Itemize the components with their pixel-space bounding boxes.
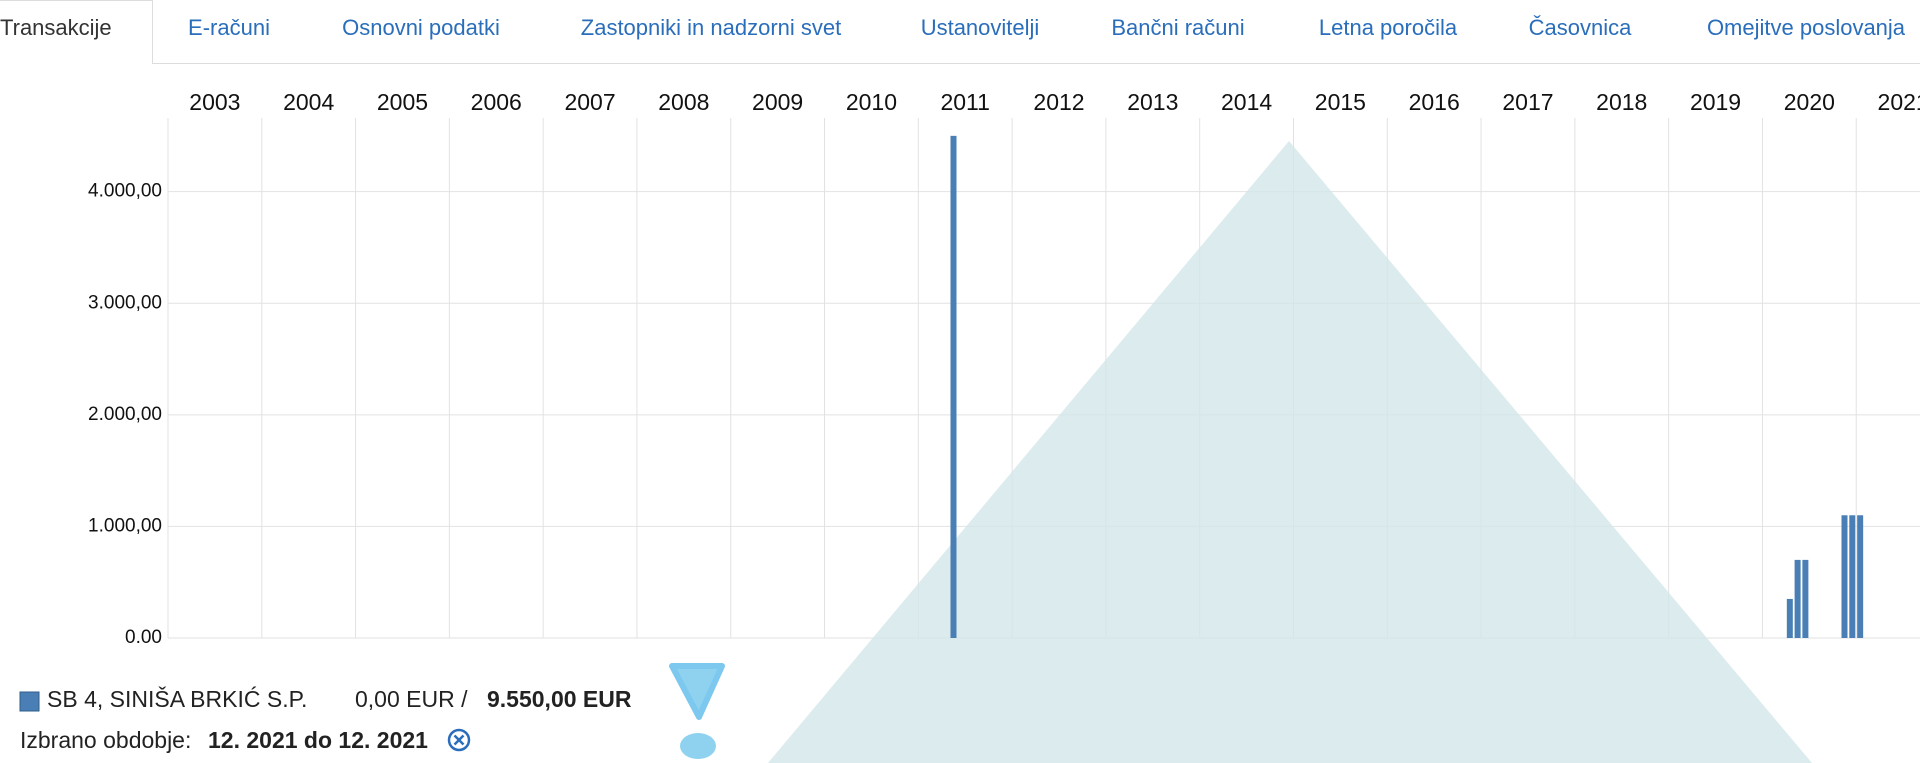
legend-total: 9.550,00 EUR bbox=[487, 686, 632, 712]
bar bbox=[1857, 515, 1864, 638]
tab[interactable]: Ustanovitelji bbox=[921, 15, 1040, 40]
tab-bar bbox=[0, 0, 1920, 64]
y-tick-label: 1.000,00 bbox=[88, 515, 162, 536]
y-tick-label: 0.00 bbox=[125, 627, 162, 648]
x-tick-label: 2015 bbox=[1315, 89, 1366, 115]
x-tick-label: 2005 bbox=[377, 89, 428, 115]
bar bbox=[1849, 515, 1856, 638]
tab[interactable]: Omejitve poslovanja bbox=[1707, 15, 1906, 40]
x-tick-label: 2007 bbox=[564, 89, 615, 115]
bar bbox=[1794, 559, 1801, 638]
period-label: Izbrano obdobje: bbox=[20, 727, 191, 753]
x-tick-label: 2016 bbox=[1409, 89, 1460, 115]
y-tick-label: 3.000,00 bbox=[88, 292, 162, 313]
x-tick-label: 2011 bbox=[940, 89, 989, 115]
active-tab-border bbox=[0, 0, 153, 64]
bar bbox=[950, 135, 957, 639]
x-tick-label: 2004 bbox=[283, 89, 334, 115]
period-value: 12. 2021 do 12. 2021 bbox=[208, 727, 428, 753]
tab[interactable]: Bančni računi bbox=[1111, 15, 1244, 40]
x-tick-label: 2003 bbox=[189, 89, 240, 115]
tab[interactable]: Časovnica bbox=[1529, 15, 1632, 40]
tab[interactable]: Zastopniki in nadzorni svet bbox=[581, 15, 841, 40]
annotation-mark bbox=[680, 733, 716, 759]
tab[interactable]: E-računi bbox=[188, 15, 270, 40]
legend-name: SB 4, SINIŠA BRKIĆ S.P. bbox=[47, 685, 307, 712]
tab[interactable]: Osnovni podatki bbox=[342, 15, 500, 40]
x-tick-label: 2021 bbox=[1878, 89, 1920, 115]
x-tick-label: 2017 bbox=[1502, 89, 1553, 115]
y-tick-label: 4.000,00 bbox=[88, 181, 162, 202]
tab[interactable]: Letna poročila bbox=[1319, 15, 1458, 40]
x-tick-label: 2010 bbox=[846, 89, 897, 115]
legend-amount: 0,00 EUR / bbox=[355, 686, 468, 712]
plot: 2003 2004 2005 2006 2007 2008 2009 2010 2011 2012… bbox=[88, 89, 1920, 763]
legend-swatch bbox=[19, 691, 40, 712]
x-tick-label: 2006 bbox=[471, 89, 522, 115]
x-tick-label: 2009 bbox=[752, 89, 803, 115]
clear-period-icon[interactable] bbox=[447, 728, 471, 752]
watermark bbox=[768, 141, 1812, 763]
x-tick-label: 2018 bbox=[1596, 89, 1647, 115]
x-tick-label: 2014 bbox=[1221, 89, 1272, 115]
annotation-mark bbox=[669, 663, 725, 720]
tabs: Transakcije E-računi Osnovni podatki Zastop… bbox=[0, 15, 1906, 40]
bar bbox=[1786, 598, 1793, 638]
x-tick-label: 2008 bbox=[658, 89, 709, 115]
bar bbox=[1802, 559, 1809, 638]
x-tick-label: 2020 bbox=[1784, 89, 1835, 115]
y-tick-label: 2.000,00 bbox=[88, 404, 162, 425]
bar bbox=[1841, 515, 1848, 638]
x-tick-label: 2013 bbox=[1127, 89, 1178, 115]
tab[interactable]: Transakcije bbox=[0, 15, 112, 40]
x-tick-label: 2019 bbox=[1690, 89, 1741, 115]
x-tick-label: 2012 bbox=[1033, 89, 1084, 115]
